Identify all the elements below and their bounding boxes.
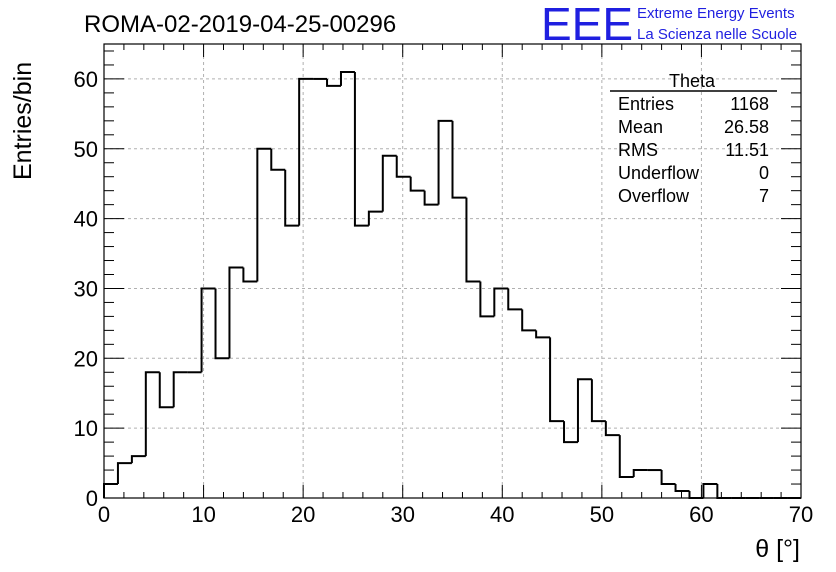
histogram-bin	[618, 435, 634, 479]
plot-frame	[103, 43, 802, 499]
histogram-bin	[284, 169, 300, 227]
stats-rows: Entries 1168 Mean 26.58 RMS 11.51 Underflow 0 Ov…	[618, 94, 769, 206]
stats-label: Entries	[618, 94, 674, 114]
histogram-bin	[242, 267, 258, 283]
y-tick-label: 40	[74, 207, 98, 232]
histogram-bin	[451, 120, 467, 199]
histogram-bin	[353, 71, 369, 227]
histogram-bin	[116, 462, 132, 485]
histogram-bin	[479, 281, 495, 318]
stats-label: RMS	[618, 140, 658, 160]
logo-line-2: La Scienza nelle Scuole	[637, 26, 797, 43]
histogram-bin	[549, 337, 565, 423]
histogram-bars	[103, 70, 801, 499]
histogram-bin	[716, 484, 732, 499]
stats-value: 7	[759, 186, 769, 206]
y-tick-label: 30	[74, 276, 98, 301]
x-tick-label: 40	[490, 502, 514, 527]
histogram-bin	[493, 287, 509, 317]
histogram-bin	[172, 371, 188, 408]
stats-box: Theta Entries 1168 Mean 26.58 RMS 11.51 Underf…	[610, 71, 777, 206]
x-tick-label: 20	[291, 502, 315, 527]
histogram-bin	[507, 288, 523, 311]
stats-label: Mean	[618, 117, 663, 137]
stats-value: 1168	[730, 94, 769, 114]
eee-logo: EEE	[541, 0, 633, 50]
histogram-bin	[395, 155, 411, 178]
axis-ticks	[103, 44, 802, 499]
chart-title: ROMA-02-2019-04-25-00296	[84, 11, 396, 38]
histogram-bin	[660, 470, 676, 486]
histogram-bin	[214, 288, 230, 360]
histogram-bin	[144, 371, 160, 457]
histogram-bin	[158, 372, 174, 409]
x-tick-label: 70	[789, 502, 813, 527]
histogram-bin	[423, 190, 439, 206]
stats-value: 0	[759, 163, 769, 183]
histogram-bin	[563, 421, 578, 444]
histogram-bin	[228, 266, 244, 359]
stats-value: 26.58	[724, 117, 769, 137]
x-tick-label: 60	[689, 502, 713, 527]
x-tick-label: 0	[98, 502, 110, 527]
y-tick-label: 0	[86, 486, 98, 511]
histogram-bin	[130, 455, 146, 464]
histogram-bin	[632, 469, 648, 478]
histogram-bin	[326, 78, 341, 87]
histogram-bin	[604, 421, 620, 437]
histogram-bin	[535, 330, 551, 339]
histogram-bin	[256, 147, 272, 282]
x-tick-label: 30	[390, 502, 414, 527]
y-tick-label: 50	[74, 137, 98, 162]
histogram-bin	[521, 309, 537, 332]
histogram-bin	[576, 378, 592, 443]
y-tick-label: 60	[74, 67, 98, 92]
histogram-bin	[409, 176, 425, 192]
grid	[104, 44, 801, 498]
stats-label: Overflow	[618, 186, 690, 206]
stats-title: Theta	[669, 71, 716, 91]
histogram-bin	[298, 77, 314, 226]
x-axis-label: θ [°]	[755, 535, 800, 563]
histogram-bin	[702, 483, 718, 498]
histogram-bin	[590, 379, 606, 423]
x-tick-label: 10	[191, 502, 215, 527]
histogram-bin	[367, 210, 383, 226]
histogram-bin	[381, 154, 397, 212]
stats-value: 11.51	[725, 140, 769, 160]
y-tick-label: 20	[74, 346, 98, 371]
y-tick-label: 10	[74, 416, 98, 441]
y-axis-label: Entries/bin	[9, 62, 37, 180]
stats-label: Underflow	[618, 163, 700, 183]
histogram-bin	[437, 119, 453, 205]
histogram-bin	[465, 197, 481, 283]
x-tick-label: 50	[590, 502, 614, 527]
histogram-bin	[103, 483, 118, 498]
histogram-bin	[674, 484, 690, 493]
histogram-bin	[200, 287, 216, 373]
logo-line-1: Extreme Energy Events	[637, 5, 795, 22]
histogram-bin	[339, 70, 355, 86]
histogram-bin	[270, 148, 286, 171]
